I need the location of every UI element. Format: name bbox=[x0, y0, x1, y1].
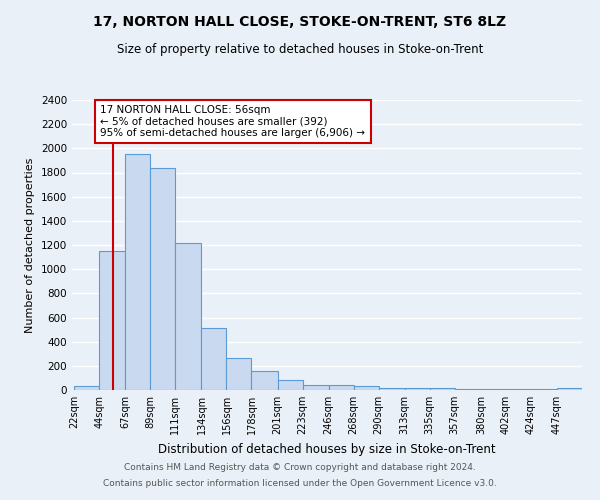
Bar bbox=[151, 168, 175, 390]
Text: Size of property relative to detached houses in Stoke-on-Trent: Size of property relative to detached ho… bbox=[117, 42, 483, 56]
Bar bbox=[251, 372, 278, 390]
Y-axis label: Number of detached properties: Number of detached properties bbox=[25, 158, 35, 332]
Bar bbox=[99, 251, 125, 390]
X-axis label: Distribution of detached houses by size in Stoke-on-Trent: Distribution of detached houses by size … bbox=[158, 442, 496, 456]
Bar bbox=[278, 380, 302, 390]
Bar bbox=[226, 358, 251, 390]
Bar bbox=[175, 242, 202, 390]
Bar bbox=[302, 384, 329, 390]
Bar bbox=[481, 389, 506, 390]
Text: 17, NORTON HALL CLOSE, STOKE-ON-TRENT, ST6 8LZ: 17, NORTON HALL CLOSE, STOKE-ON-TRENT, S… bbox=[94, 15, 506, 29]
Bar bbox=[405, 388, 430, 390]
Bar bbox=[329, 385, 353, 390]
Bar bbox=[74, 386, 99, 390]
Bar bbox=[353, 386, 379, 390]
Bar bbox=[125, 154, 151, 390]
Text: Contains public sector information licensed under the Open Government Licence v3: Contains public sector information licen… bbox=[103, 478, 497, 488]
Bar bbox=[202, 328, 226, 390]
Text: Contains HM Land Registry data © Crown copyright and database right 2024.: Contains HM Land Registry data © Crown c… bbox=[124, 464, 476, 472]
Bar bbox=[557, 388, 582, 390]
Text: 17 NORTON HALL CLOSE: 56sqm
← 5% of detached houses are smaller (392)
95% of sem: 17 NORTON HALL CLOSE: 56sqm ← 5% of deta… bbox=[100, 105, 365, 138]
Bar bbox=[430, 388, 455, 390]
Bar bbox=[379, 388, 405, 390]
Bar bbox=[455, 389, 481, 390]
